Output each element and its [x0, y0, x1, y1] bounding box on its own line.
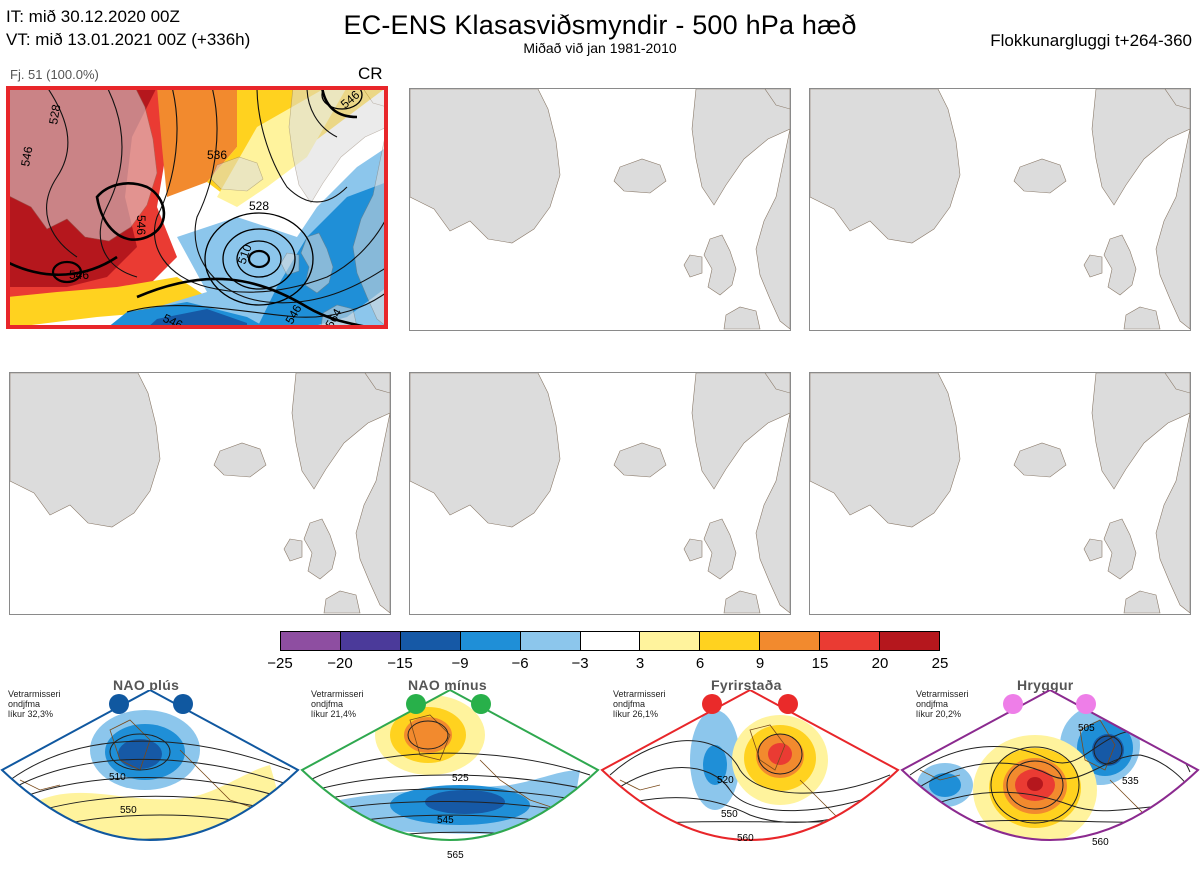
contour-label: 536 — [207, 148, 227, 162]
cluster-panel-1[interactable]: 528 536 546 510 528 546 546 546 564 546 … — [6, 86, 388, 329]
cluster-label-1: Fj. 51 (100.0%) — [10, 67, 99, 82]
regime-title-nao-plus: NAO plús — [113, 677, 180, 693]
colorbar-tick: 6 — [695, 655, 705, 672]
cluster-map-1: 528 536 546 510 528 546 546 546 564 546 … — [10, 90, 384, 325]
colorbar-tick: −20 — [327, 655, 353, 672]
regime-note-nao-minus: Vetrarmisseri ondjfma líkur 21,4% — [311, 689, 364, 719]
colorbar-bin — [700, 632, 761, 650]
regime-dot — [406, 694, 426, 714]
contour-label: 510 — [235, 242, 255, 266]
regime-title-ridge: Hryggur — [1017, 677, 1074, 693]
contour-label: 546 — [134, 215, 148, 235]
colorbar-tick: −9 — [451, 655, 469, 672]
regime-code-1: CR — [358, 64, 383, 83]
cluster-panel-2[interactable] — [409, 88, 791, 331]
cluster-map-6 — [810, 373, 1190, 614]
colorbar-bin — [400, 632, 461, 650]
init-time: IT: mið 30.12.2020 00Z — [6, 7, 180, 26]
colorbar-tick: −6 — [511, 655, 529, 672]
contour-label: 505 — [1078, 723, 1095, 734]
colorbar-tick: 3 — [635, 655, 645, 672]
colorbar-bin — [640, 632, 701, 650]
contour-label: 546 — [18, 145, 35, 167]
colorbar-tick: −15 — [387, 655, 413, 672]
contour-label: 560 — [1092, 837, 1109, 848]
valid-time: VT: mið 13.01.2021 00Z (+336h) — [6, 30, 251, 49]
regime-map-nao-minus: 525 545 565 — [300, 690, 600, 861]
contour-label: 525 — [452, 773, 469, 784]
cluster-map-2 — [410, 89, 790, 330]
regime-dot — [1003, 694, 1023, 714]
page-title: EC-ENS Klasasviðsmyndir - 500 hPa hæð — [343, 10, 857, 40]
contour-label: 520 — [717, 775, 734, 786]
cluster-panel-3[interactable] — [809, 88, 1191, 331]
classification-window: Flokkunargluggi t+264-360 — [990, 31, 1192, 50]
regime-title-nao-minus: NAO mínus — [408, 677, 487, 693]
cluster-panel-6[interactable] — [809, 372, 1191, 615]
cluster-map-4 — [10, 373, 390, 614]
colorbar-bin — [580, 632, 641, 650]
colorbar-bin — [880, 632, 939, 650]
contour-label: 510 — [109, 772, 126, 783]
cluster-map-5 — [410, 373, 790, 614]
contour-label: 528 — [249, 199, 269, 213]
colorbar-bin — [760, 632, 821, 650]
colorbar-tick: 9 — [755, 655, 765, 672]
regime-dot — [1076, 694, 1096, 714]
colorbar-bin — [520, 632, 581, 650]
cluster-panel-4[interactable] — [9, 372, 391, 615]
contour-label: 560 — [737, 833, 754, 844]
cluster-panel-5[interactable] — [409, 372, 791, 615]
regime-note-ridge: Vetrarmisseri ondjfma líkur 20,2% — [916, 689, 969, 719]
regime-map-blocking: 520 550 560 — [600, 690, 900, 844]
contour-label: 565 — [447, 850, 464, 861]
cluster-map-3 — [810, 89, 1190, 330]
regime-dot — [173, 694, 193, 714]
colorbar-bin — [281, 632, 341, 650]
regime-note-blocking: Vetrarmisseri ondjfma líkur 26,1% — [613, 689, 666, 719]
regime-dot — [471, 694, 491, 714]
contour-label: 535 — [1122, 776, 1139, 787]
colorbar-tick: 15 — [811, 655, 829, 672]
contour-label: 550 — [721, 809, 738, 820]
regime-dot — [702, 694, 722, 714]
colorbar-tick: −3 — [571, 655, 589, 672]
contour-label: 550 — [120, 805, 137, 816]
colorbar — [280, 631, 940, 651]
regime-dot — [778, 694, 798, 714]
regime-note-nao-plus: Vetrarmisseri ondjfma líkur 32,3% — [8, 689, 61, 719]
colorbar-tick: −25 — [267, 655, 293, 672]
contour-label: 545 — [437, 815, 454, 826]
contour-label: 528 — [46, 103, 63, 125]
regime-map-ridge: 505 535 560 — [900, 690, 1200, 848]
regime-map-nao-plus: 510 550 — [0, 690, 300, 841]
colorbar-tick: 20 — [871, 655, 889, 672]
colorbar-tick: 25 — [931, 655, 949, 672]
regime-title-blocking: Fyrirstaða — [711, 677, 782, 693]
page-subtitle: Miðað við jan 1981-2010 — [523, 40, 677, 56]
colorbar-bin — [340, 632, 401, 650]
colorbar-bin — [460, 632, 521, 650]
contour-label: 546 — [69, 268, 89, 282]
regime-dot — [109, 694, 129, 714]
colorbar-bin — [820, 632, 881, 650]
